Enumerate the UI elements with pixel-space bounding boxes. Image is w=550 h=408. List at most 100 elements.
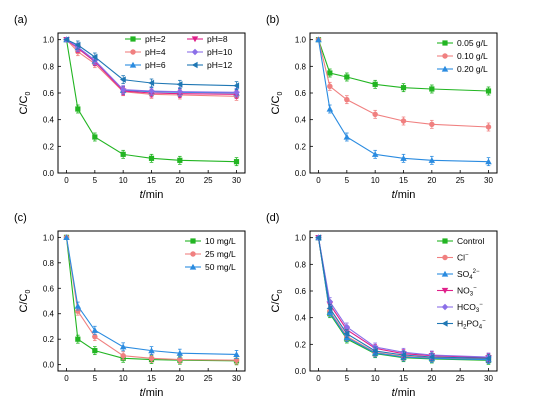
x-tick-label: 30 <box>232 374 241 383</box>
legend-item-1: Control <box>437 236 485 246</box>
series-3 <box>315 36 492 167</box>
legend-swatch-marker <box>441 65 449 72</box>
legend-swatch-marker <box>441 270 449 277</box>
legend-item-2: pH=4 <box>125 47 166 57</box>
y-tick-label: 0.4 <box>295 116 307 125</box>
data-point <box>485 88 492 94</box>
legend-item-2: 0.10 g/L <box>437 51 488 61</box>
y-tick-label: 0.0 <box>43 169 55 178</box>
x-axis-title: t/min <box>140 387 164 399</box>
x-tick-label: 15 <box>399 176 408 185</box>
data-point <box>485 124 492 130</box>
legend-label: 0.05 g/L <box>457 38 488 48</box>
series-6 <box>315 234 492 363</box>
data-point <box>119 86 127 93</box>
series-3 <box>63 234 240 359</box>
x-tick-label: 5 <box>93 176 98 185</box>
data-point <box>485 355 492 362</box>
data-point <box>372 111 378 118</box>
panel-a: 0 5 10 15 20 25 30 0.0 0.2 0.4 0.6 0.8 1.0 (a) t/min C/… <box>14 14 246 201</box>
y-tick-label: 0.8 <box>43 62 55 71</box>
panel-c: 0 5 10 15 20 25 30 0.0 0.2 0.4 0.6 0.8 1.0 (c) t/min C/… <box>14 212 246 399</box>
y-tick-label: 0.4 <box>43 116 55 125</box>
legend-label: SO42− <box>457 269 480 281</box>
x-tick-label: 10 <box>371 374 380 383</box>
legend-label: Cl− <box>457 253 469 263</box>
data-point <box>485 158 492 165</box>
x-tick-label: 5 <box>345 374 350 383</box>
legend-label: 10 mg/L <box>205 236 236 246</box>
legend-item-3: 0.20 g/L <box>437 64 488 74</box>
y-tick-label: 0.8 <box>295 62 307 71</box>
data-point <box>429 121 435 128</box>
legend-item-1: 10 mg/L <box>185 236 236 246</box>
legend-swatch-marker <box>189 263 197 270</box>
data-point <box>148 87 155 95</box>
x-tick-label: 30 <box>232 176 241 185</box>
legend-label: 0.10 g/L <box>457 51 488 61</box>
data-point <box>429 86 435 92</box>
legend-swatch-marker <box>130 49 136 55</box>
data-point <box>176 81 183 88</box>
data-point <box>315 36 322 43</box>
series-6 <box>63 36 240 91</box>
x-tick-label: 25 <box>456 374 465 383</box>
x-axis-title: t/min <box>392 189 416 201</box>
legend-item-4: NO3− <box>437 286 477 298</box>
data-point <box>177 356 183 363</box>
y-tick-label: 1.0 <box>43 36 55 45</box>
legend-swatch-marker <box>130 36 136 42</box>
legend-label: pH=8 <box>207 34 228 44</box>
x-tick-label: 20 <box>175 176 184 185</box>
y-tick-label: 1.0 <box>43 233 55 242</box>
y-tick-label: 0.2 <box>295 142 307 151</box>
legend-label: HCO3− <box>457 302 483 314</box>
y-tick-label: 0.4 <box>43 310 55 319</box>
panel-label: (b) <box>266 14 279 26</box>
y-tick-label: 0.6 <box>295 89 307 98</box>
legend-item-2: 25 mg/L <box>185 249 236 259</box>
legend-item-4: pH=8 <box>187 34 228 44</box>
data-point <box>315 234 322 241</box>
data-point <box>63 234 70 240</box>
x-tick-label: 5 <box>93 374 98 383</box>
y-tick-label: 0.2 <box>43 142 55 151</box>
data-point <box>120 352 126 359</box>
data-point <box>233 351 240 358</box>
data-point <box>344 74 350 80</box>
x-tick-label: 0 <box>316 374 321 383</box>
x-tick-label: 10 <box>119 374 128 383</box>
x-tick-label: 20 <box>427 176 436 185</box>
legend-swatch-marker <box>190 238 196 244</box>
data-point <box>92 134 98 140</box>
data-point <box>327 70 333 76</box>
y-tick-label: 0.0 <box>295 367 307 376</box>
legend-item-1: pH=2 <box>125 34 166 44</box>
data-point <box>233 82 240 89</box>
data-point <box>176 88 184 95</box>
x-tick-label: 10 <box>119 176 128 185</box>
y-axis-title: C/C0 <box>270 289 284 312</box>
panel-b: 0 5 10 15 20 25 30 0.0 0.2 0.4 0.6 0.8 1.0 (b) t/min C/… <box>266 14 498 201</box>
y-tick-label: 0.4 <box>295 314 307 323</box>
panel-d: 0 5 10 15 20 25 30 0.0 0.2 0.4 0.6 0.8 1.0 (d) t/min C/… <box>266 212 498 399</box>
x-tick-label: 20 <box>427 374 436 383</box>
data-point <box>233 159 240 165</box>
data-point <box>119 343 127 350</box>
series-2 <box>315 36 492 132</box>
y-tick-label: 1.0 <box>295 36 307 45</box>
legend-item-6: pH=12 <box>187 60 233 70</box>
legend-swatch-marker <box>442 238 448 244</box>
legend-swatch-marker <box>129 61 137 68</box>
x-tick-label: 15 <box>399 374 408 383</box>
x-tick-label: 0 <box>64 374 69 383</box>
y-tick-label: 0.0 <box>43 361 55 370</box>
legend-label: pH=2 <box>145 34 166 44</box>
legend-item-2: Cl− <box>437 253 469 263</box>
y-axis-title: C/C0 <box>270 91 284 114</box>
legend-item-3: SO42− <box>437 269 480 281</box>
x-tick-label: 25 <box>204 176 213 185</box>
data-point <box>343 323 351 331</box>
data-point <box>372 81 378 87</box>
